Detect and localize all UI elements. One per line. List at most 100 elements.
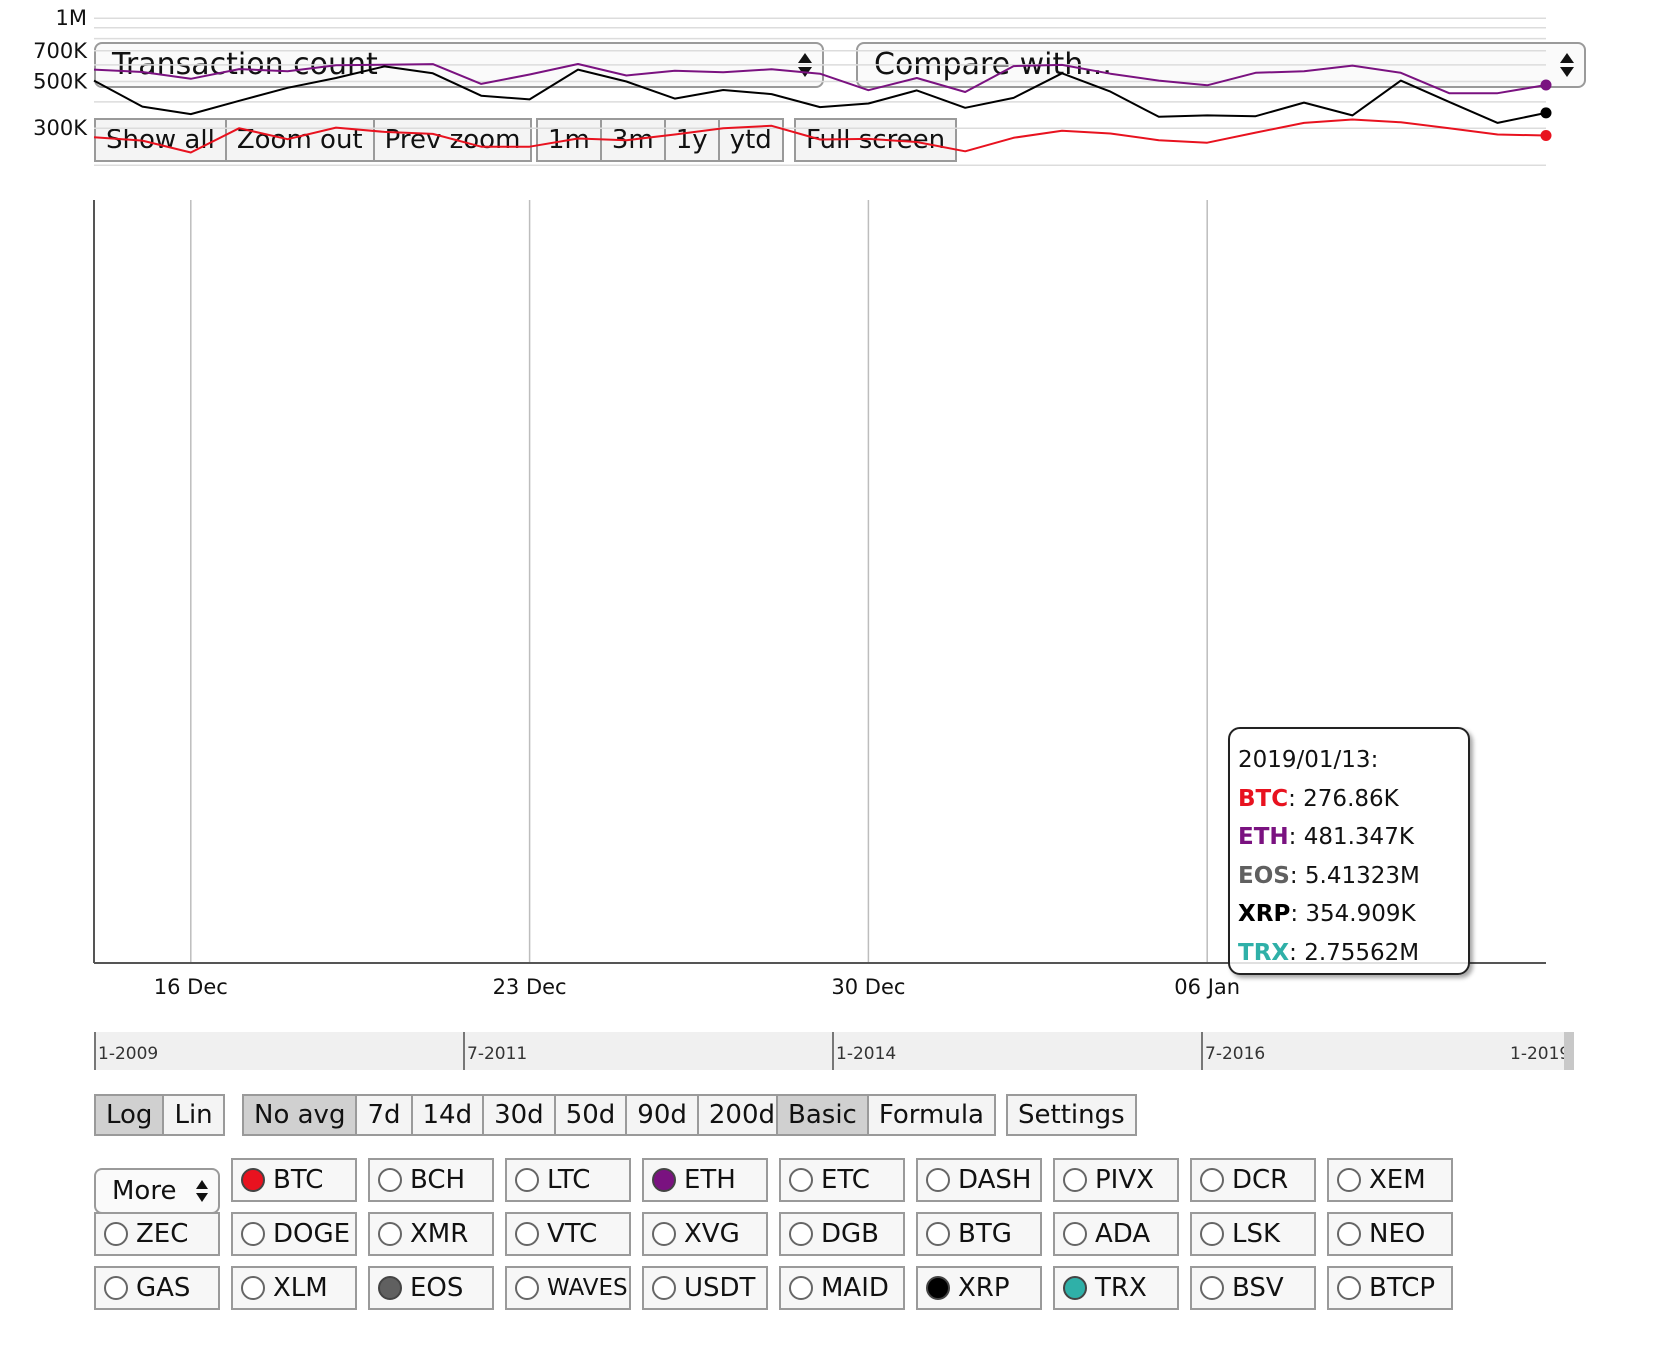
- radio-unchecked-icon: [1337, 1222, 1361, 1246]
- radio-unchecked-icon: [1063, 1222, 1087, 1246]
- radio-unchecked-icon: [926, 1168, 950, 1192]
- basic-mode-button[interactable]: Basic: [778, 1096, 869, 1134]
- avg-7d-button[interactable]: 7d: [357, 1096, 413, 1134]
- range-ytd-button[interactable]: ytd: [729, 125, 772, 155]
- coin-checkbox-dgb[interactable]: DGB: [779, 1212, 905, 1256]
- navigator-handle[interactable]: [1564, 1032, 1574, 1070]
- tooltip-row-eth: ETH: 481.347K: [1238, 818, 1468, 857]
- radio-unchecked-icon: [652, 1276, 676, 1300]
- coin-checkbox-bch[interactable]: BCH: [368, 1158, 494, 1202]
- series-endpoint-xrp: [1540, 107, 1552, 119]
- zoom-out-button[interactable]: Zoom out: [227, 120, 375, 160]
- coin-label: BTCP: [1369, 1273, 1436, 1303]
- coin-label: PIVX: [1095, 1165, 1154, 1195]
- more-coins-select[interactable]: More: [94, 1168, 220, 1214]
- radio-unchecked-icon: [789, 1276, 813, 1300]
- coin-label: XMR: [410, 1219, 469, 1249]
- average-button-group: No avg 7d 14d 30d 50d 90d 200d: [242, 1094, 788, 1136]
- series-line-eth: [93, 63, 1547, 95]
- series-endpoint-eth: [1540, 79, 1552, 91]
- tooltip-symbol: TRX: [1238, 939, 1290, 966]
- avg-14d-button[interactable]: 14d: [413, 1096, 485, 1134]
- coin-label: BCH: [410, 1165, 466, 1195]
- coin-label: WAVES: [547, 1275, 628, 1301]
- navigator-label: 1-2014: [836, 1044, 897, 1064]
- coin-checkbox-doge[interactable]: DOGE: [231, 1212, 357, 1256]
- coin-label: TRX: [1095, 1273, 1147, 1303]
- coin-checkbox-etc[interactable]: ETC: [779, 1158, 905, 1202]
- radio-unchecked-icon: [378, 1222, 402, 1246]
- lin-scale-button[interactable]: Lin: [174, 1100, 213, 1130]
- tooltip-value: : 2.75562M: [1289, 939, 1420, 966]
- chart-tooltip: 2019/01/13: BTC: 276.86K ETH: 481.347K E…: [1228, 727, 1470, 975]
- coin-checkbox-dash[interactable]: DASH: [916, 1158, 1042, 1202]
- avg-90d-button[interactable]: 90d: [627, 1096, 699, 1134]
- no-avg-button[interactable]: No avg: [244, 1096, 358, 1134]
- navigator-tick: [832, 1032, 834, 1070]
- coin-label: DGB: [821, 1219, 880, 1249]
- coin-label: ETH: [684, 1165, 736, 1195]
- coin-checkbox-pivx[interactable]: PIVX: [1053, 1158, 1179, 1202]
- mode-button-group: Basic Formula: [776, 1094, 996, 1136]
- navigator-tick: [463, 1032, 465, 1070]
- coin-checkbox-eth[interactable]: ETH: [642, 1158, 768, 1202]
- coin-checkbox-xlm[interactable]: XLM: [231, 1266, 357, 1310]
- radio-checked-icon: [378, 1276, 402, 1300]
- coin-label: VTC: [547, 1219, 598, 1249]
- coin-checkbox-trx[interactable]: TRX: [1053, 1266, 1179, 1310]
- avg-200d-button[interactable]: 200d: [708, 1100, 776, 1130]
- coin-checkbox-xrp[interactable]: XRP: [916, 1266, 1042, 1310]
- coin-label: DOGE: [273, 1219, 351, 1249]
- coin-checkbox-xvg[interactable]: XVG: [642, 1212, 768, 1256]
- coin-checkbox-usdt[interactable]: USDT: [642, 1266, 768, 1310]
- coin-checkbox-eos[interactable]: EOS: [368, 1266, 494, 1310]
- range-button-group: 1m 3m 1y ytd: [536, 118, 784, 162]
- tooltip-row-trx: TRX: 2.75562M: [1238, 934, 1468, 973]
- x-axis-labels: 16 Dec 23 Dec 30 Dec 06 Jan: [154, 975, 1240, 999]
- formula-mode-button[interactable]: Formula: [878, 1100, 984, 1130]
- more-select-value: More: [112, 1176, 177, 1206]
- coin-checkbox-vtc[interactable]: VTC: [505, 1212, 631, 1256]
- coin-checkbox-maid[interactable]: MAID: [779, 1266, 905, 1310]
- coin-checkbox-btcp[interactable]: BTCP: [1327, 1266, 1453, 1310]
- navigator-label: 1-2019: [1510, 1044, 1571, 1064]
- radio-unchecked-icon: [926, 1222, 950, 1246]
- coin-checkbox-dcr[interactable]: DCR: [1190, 1158, 1316, 1202]
- settings-group: Settings: [1006, 1094, 1137, 1136]
- y-axis-labels: 8M6M4M3M2M1M700K500K300K: [33, 6, 88, 140]
- coin-checkbox-xem[interactable]: XEM: [1327, 1158, 1453, 1202]
- avg-30d-button[interactable]: 30d: [484, 1096, 556, 1134]
- avg-50d-button[interactable]: 50d: [556, 1096, 628, 1134]
- coin-checkbox-btc[interactable]: BTC: [231, 1158, 357, 1202]
- x-tick-label: 06 Jan: [1174, 975, 1240, 999]
- tooltip-value: : 354.909K: [1290, 901, 1416, 927]
- navigator-label: 7-2016: [1205, 1044, 1266, 1064]
- radio-unchecked-icon: [1200, 1168, 1224, 1192]
- coin-checkbox-btg[interactable]: BTG: [916, 1212, 1042, 1256]
- radio-checked-icon: [1063, 1276, 1087, 1300]
- coin-checkbox-ltc[interactable]: LTC: [505, 1158, 631, 1202]
- select-arrows-icon: [196, 1178, 208, 1204]
- coin-checkbox-waves[interactable]: WAVES: [505, 1266, 631, 1310]
- radio-unchecked-icon: [652, 1222, 676, 1246]
- coin-label: USDT: [684, 1273, 756, 1303]
- settings-button[interactable]: Settings: [1018, 1100, 1125, 1130]
- y-tick-label: 700K: [33, 39, 88, 63]
- coin-checkbox-neo[interactable]: NEO: [1327, 1212, 1453, 1256]
- coin-checkbox-zec[interactable]: ZEC: [94, 1212, 220, 1256]
- radio-unchecked-icon: [515, 1222, 539, 1246]
- coin-label: NEO: [1369, 1219, 1426, 1249]
- tooltip-row-xrp: XRP: 354.909K: [1238, 895, 1468, 934]
- radio-checked-icon: [241, 1168, 265, 1192]
- radio-unchecked-icon: [104, 1276, 128, 1300]
- log-scale-button[interactable]: Log: [96, 1096, 165, 1134]
- tooltip-symbol: XRP: [1238, 901, 1291, 927]
- coin-checkbox-gas[interactable]: GAS: [94, 1266, 220, 1310]
- coin-checkbox-ada[interactable]: ADA: [1053, 1212, 1179, 1256]
- range-navigator[interactable]: 1-2009 7-2011 1-2014 7-2016 1-2019: [94, 1032, 1574, 1070]
- tooltip-row-eos: EOS: 5.41323M: [1238, 857, 1468, 896]
- coin-checkbox-xmr[interactable]: XMR: [368, 1212, 494, 1256]
- coin-checkbox-bsv[interactable]: BSV: [1190, 1266, 1316, 1310]
- coin-checkbox-lsk[interactable]: LSK: [1190, 1212, 1316, 1256]
